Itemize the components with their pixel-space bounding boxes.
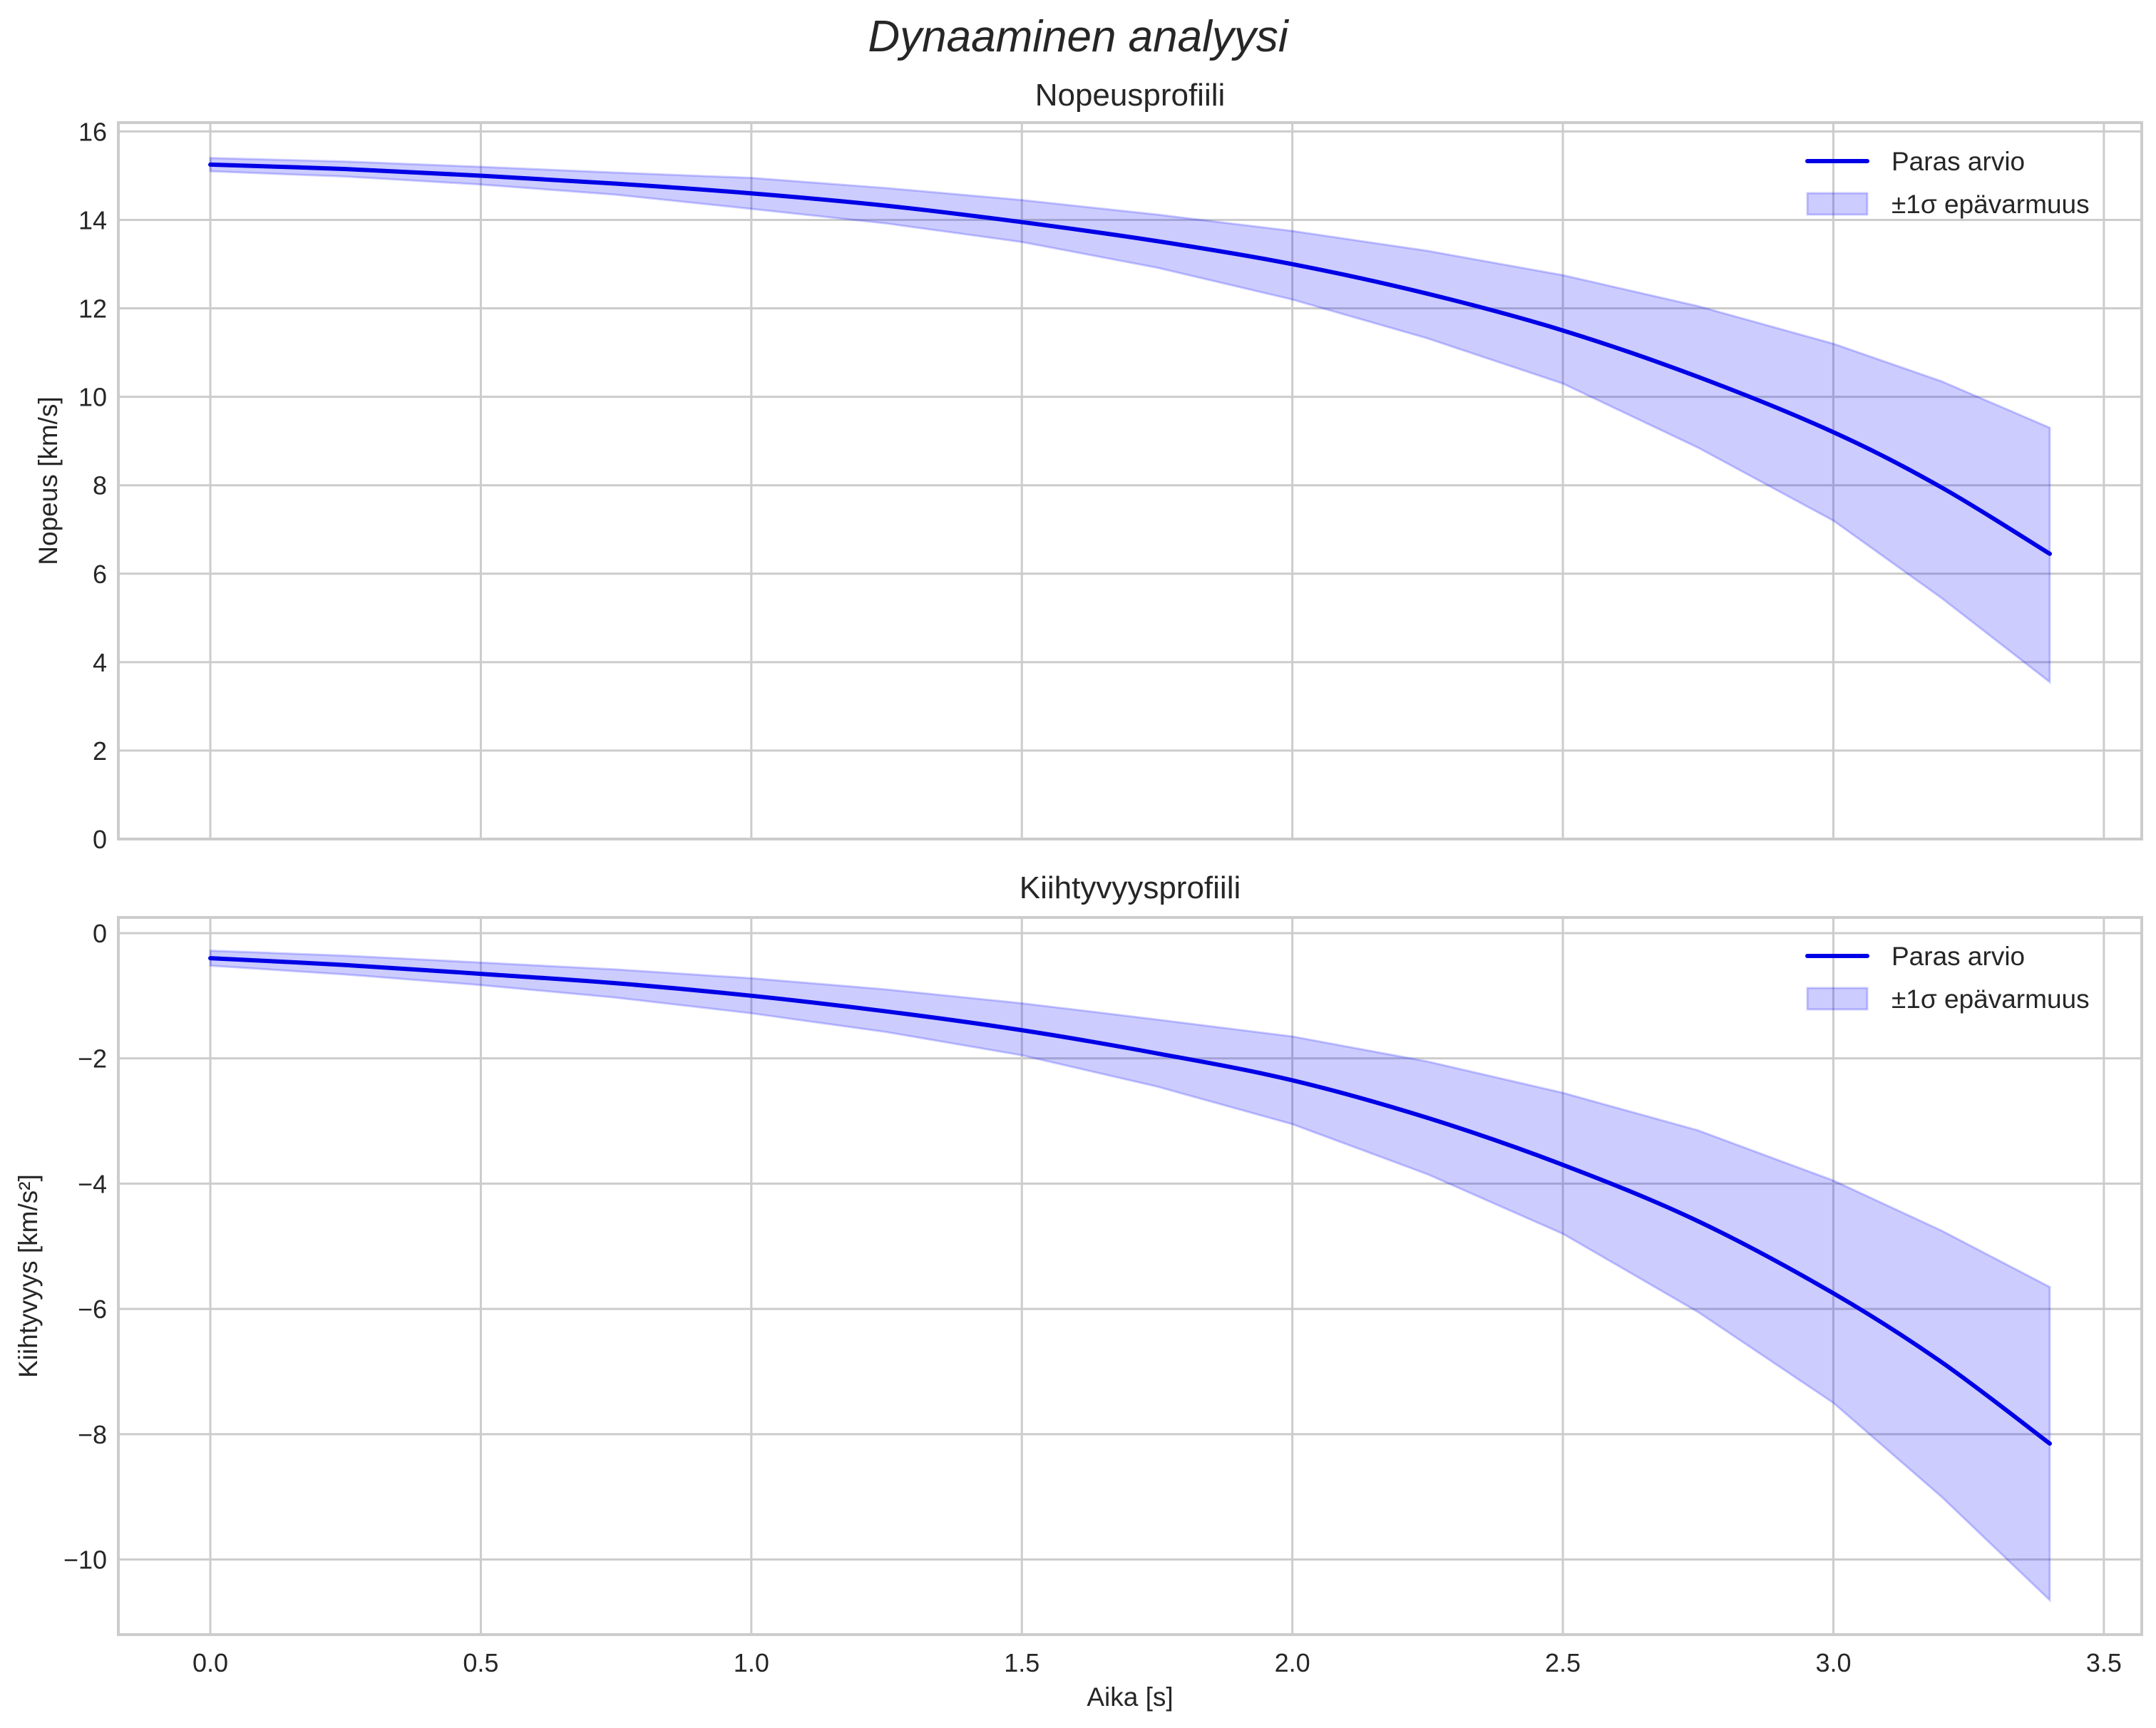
acceleration-legend: Paras arvio ±1σ epävarmuus	[1805, 942, 2090, 1014]
y-tick-label: −2	[78, 1044, 107, 1074]
x-tick-label: 3.5	[2086, 1648, 2122, 1677]
velocity-legend: Paras arvio ±1σ epävarmuus	[1805, 147, 2090, 219]
uncertainty-band-area	[209, 950, 2051, 1603]
acceleration-y-axis-label: Kiihtyvyys [km/s²]	[14, 1174, 43, 1378]
velocity-best-estimate-line	[208, 162, 2052, 556]
y-tick-label: −4	[78, 1169, 107, 1198]
x-tick-label: 1.5	[1004, 1648, 1040, 1677]
y-tick-label: 6	[93, 560, 107, 589]
best-estimate-curve	[208, 162, 2052, 556]
y-tick-label: 8	[93, 471, 107, 500]
acceleration-best-estimate-line	[208, 956, 2052, 1446]
y-tick-label: 0	[93, 825, 107, 854]
y-tick-label: 16	[78, 117, 107, 146]
velocity-subplot-title: Nopeusprofiili	[1035, 78, 1226, 113]
x-tick-label: 0.0	[192, 1648, 228, 1677]
y-tick-label: −6	[78, 1295, 107, 1324]
acceleration-grid	[118, 917, 2142, 1635]
uncertainty-band-area	[209, 157, 2051, 684]
acceleration-axes-frame	[117, 916, 2143, 1636]
y-tick-label: 10	[78, 383, 107, 412]
velocity-subplot: Nopeusprofiili 0 2 4 6 8 10 12 14 16 Nopeus [km/…	[34, 78, 2143, 854]
legend-band-swatch	[1806, 987, 1869, 1011]
acceleration-uncertainty-band	[209, 950, 2051, 1603]
y-tick-label: 4	[93, 648, 107, 677]
y-tick-label: 14	[78, 205, 107, 235]
x-tick-label: 2.5	[1545, 1648, 1581, 1677]
x-axis-label: Aika [s]	[1087, 1682, 1173, 1712]
x-tick-label: 3.0	[1815, 1648, 1851, 1677]
velocity-uncertainty-band	[209, 157, 2051, 684]
legend-band-swatch	[1806, 192, 1869, 216]
x-tick-label: 1.0	[734, 1648, 769, 1677]
velocity-grid	[118, 123, 2142, 840]
best-estimate-curve	[208, 956, 2052, 1446]
velocity-y-axis-label: Nopeus [km/s]	[34, 396, 63, 565]
figure-title: Dynaaminen analyysi	[868, 12, 1290, 61]
acceleration-subplot: Kiihtyvyysprofiili 0 −2 −4 −6 −8 −10 0.0 0.5 1.…	[14, 870, 2143, 1712]
x-tick-label: 2.0	[1275, 1648, 1310, 1677]
acceleration-y-ticks: 0 −2 −4 −6 −8 −10	[63, 919, 107, 1575]
velocity-y-ticks: 0 2 4 6 8 10 12 14 16	[78, 117, 107, 854]
y-tick-label: 2	[93, 736, 107, 766]
legend-best-estimate-label: Paras arvio	[1891, 147, 2025, 176]
legend-uncertainty-label: ±1σ epävarmuus	[1891, 984, 2090, 1014]
x-ticks: 0.0 0.5 1.0 1.5 2.0 2.5 3.0 3.5	[192, 1648, 2122, 1677]
y-tick-label: −8	[78, 1420, 107, 1449]
x-tick-label: 0.5	[463, 1648, 498, 1677]
legend-uncertainty-label: ±1σ epävarmuus	[1891, 190, 2090, 219]
velocity-axes-frame	[117, 121, 2143, 840]
y-tick-label: 0	[93, 919, 107, 948]
y-tick-label: −10	[63, 1546, 107, 1575]
legend-best-estimate-label: Paras arvio	[1891, 942, 2025, 971]
acceleration-subplot-title: Kiihtyvyysprofiili	[1020, 870, 1241, 905]
y-tick-label: 12	[78, 294, 107, 324]
